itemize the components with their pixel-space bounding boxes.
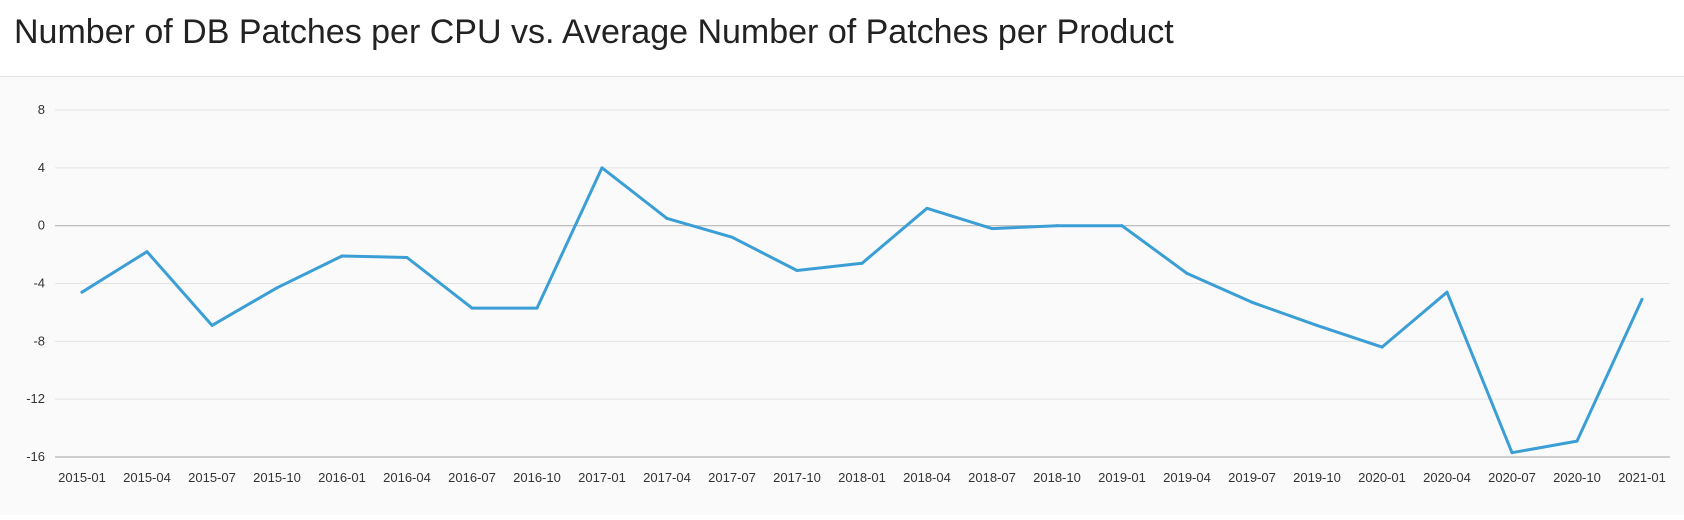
data-point	[795, 268, 799, 272]
x-tick-label: 2016-04	[383, 470, 431, 485]
x-tick-label: 2021-01	[1618, 470, 1666, 485]
chart-header: Number of DB Patches per CPU vs. Average…	[0, 0, 1684, 77]
data-point	[145, 250, 149, 254]
x-tick-label: 2020-04	[1423, 470, 1471, 485]
data-point	[1055, 224, 1059, 228]
y-tick-label: 4	[38, 160, 45, 175]
data-point	[1510, 451, 1514, 455]
data-point	[275, 286, 279, 290]
y-tick-label: 8	[38, 102, 45, 117]
x-tick-label: 2019-01	[1098, 470, 1146, 485]
gridlines	[55, 109, 1670, 458]
data-point	[665, 216, 669, 220]
x-tick-label: 2018-01	[838, 470, 886, 485]
x-tick-label: 2017-07	[708, 470, 756, 485]
data-point	[470, 306, 474, 310]
x-tick-label: 2019-04	[1163, 470, 1211, 485]
data-point	[1315, 323, 1319, 327]
chart-title: Number of DB Patches per CPU vs. Average…	[14, 13, 1174, 51]
x-tick-label: 2016-01	[318, 470, 366, 485]
data-point	[600, 166, 604, 170]
x-tick-label: 2017-10	[773, 470, 821, 485]
data-point	[1120, 224, 1124, 228]
x-tick-label: 2020-07	[1488, 470, 1536, 485]
series-line	[80, 166, 1644, 455]
y-axis-ticks: 8 4 0 -4 -8 -12 -16	[26, 102, 45, 464]
data-point	[860, 261, 864, 265]
x-tick-label: 2015-07	[188, 470, 236, 485]
x-tick-label: 2017-01	[578, 470, 626, 485]
series-layer	[80, 166, 1644, 455]
x-tick-label: 2020-10	[1553, 470, 1601, 485]
y-tick-label: -4	[33, 276, 45, 291]
x-tick-label: 2019-10	[1293, 470, 1341, 485]
y-tick-label: -12	[26, 391, 45, 406]
data-point	[1380, 345, 1384, 349]
x-tick-label: 2017-04	[643, 470, 691, 485]
x-tick-label: 2018-10	[1033, 470, 1081, 485]
data-point	[210, 323, 214, 327]
x-tick-label: 2015-10	[253, 470, 301, 485]
x-tick-label: 2020-01	[1358, 470, 1406, 485]
data-point	[1640, 297, 1644, 301]
data-point	[405, 255, 409, 259]
data-point	[340, 254, 344, 258]
data-point	[990, 227, 994, 231]
x-tick-label: 2016-07	[448, 470, 496, 485]
data-point	[1185, 271, 1189, 275]
data-point	[1250, 300, 1254, 304]
y-tick-label: 0	[38, 218, 45, 233]
y-tick-label: -8	[33, 333, 45, 348]
data-point	[535, 306, 539, 310]
line-chart: 840-4-8-12-16 2015-01 2015-04 2015-07 2015-…	[26, 102, 1670, 485]
data-point	[1575, 439, 1579, 443]
y-tick-label: -16	[26, 449, 45, 464]
data-point	[1445, 290, 1449, 294]
chart-panel: 8 4 0 -4 -8 -12 -16 2015-01 2015-04 2015-07 2015-…	[0, 77, 1684, 515]
x-tick-label: 2015-01	[58, 470, 106, 485]
x-tick-label: 2018-04	[903, 470, 951, 485]
data-point	[925, 206, 929, 210]
x-tick-label: 2015-04	[123, 470, 171, 485]
data-point	[730, 235, 734, 239]
x-axis-ticks: 2015-01 2015-04 2015-07 2015-10 2016-01 2016-…	[58, 470, 1666, 485]
x-tick-label: 2018-07	[968, 470, 1016, 485]
data-point	[80, 290, 84, 294]
x-tick-label: 2016-10	[513, 470, 561, 485]
x-tick-label: 2019-07	[1228, 470, 1276, 485]
